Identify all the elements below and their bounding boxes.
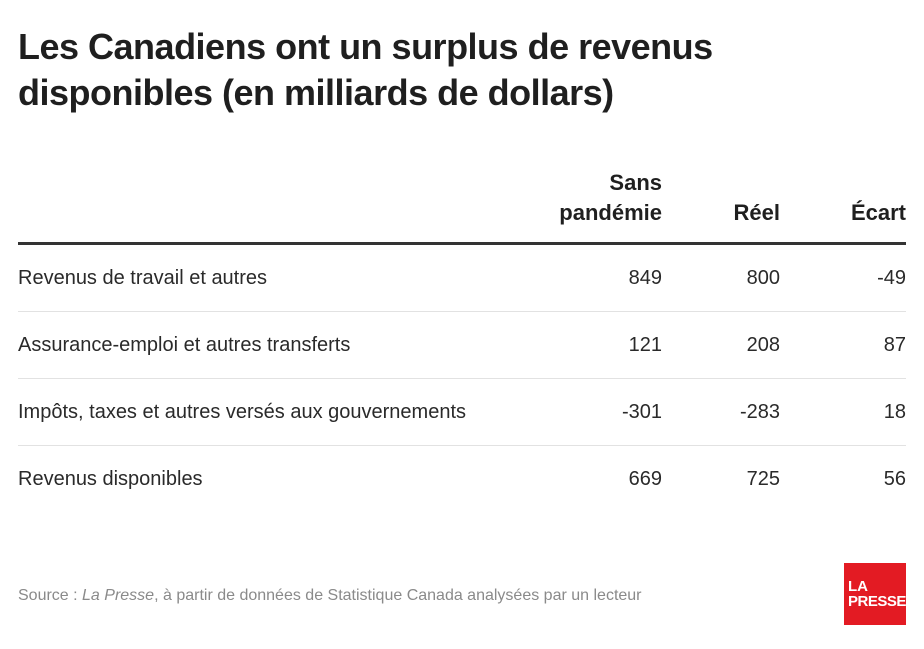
table-row: Revenus disponibles 669 725 56 — [18, 446, 906, 513]
row-value: 669 — [628, 467, 662, 490]
row-label: Revenus disponibles — [18, 467, 203, 490]
row-value: 800 — [662, 243, 780, 312]
source-suffix: , à partir de données de Statistique Can… — [154, 587, 642, 604]
row-value: 87 — [780, 311, 906, 379]
row-label: Revenus de travail et autres — [18, 243, 518, 312]
source-publication: La Presse — [82, 587, 155, 604]
source-note: Source : La Presse, à partir de données … — [18, 587, 642, 605]
row-value: -49 — [780, 243, 906, 312]
logo-line-2: PRESSE — [848, 593, 906, 610]
data-table: Sans pandémie Réel Écart Revenus de trav… — [18, 168, 906, 512]
column-header-ecart: Écart — [780, 168, 906, 245]
column-header-label — [18, 168, 518, 245]
logo-line-1: LA — [848, 578, 868, 595]
table-row: Assurance-emploi et autres transferts 121… — [18, 311, 906, 379]
column-header-reel: Réel — [662, 168, 780, 245]
source-prefix: Source : — [18, 587, 83, 604]
row-value: 208 — [662, 311, 780, 379]
column-header-sans-pandemie: Sans pandémie — [518, 168, 662, 245]
row-value: -301 — [518, 378, 662, 446]
row-value: 18 — [780, 378, 906, 446]
page-title: Les Canadiens ont un surplus de revenus … — [18, 26, 713, 113]
row-value: -283 — [662, 378, 780, 446]
table-row: Impôts, taxes et autres versés aux gouve… — [18, 378, 906, 446]
table-body: Revenus de travail et autres 849 800 -49 Ass… — [18, 243, 906, 513]
row-value: 56 — [883, 467, 906, 490]
table-header-row: Sans pandémie Réel Écart — [18, 168, 906, 245]
row-value: 121 — [518, 311, 662, 379]
table-row: Revenus de travail et autres 849 800 -49 — [18, 243, 906, 312]
row-label: Impôts, taxes et autres versés aux gouve… — [18, 378, 518, 446]
data-table-container: Sans pandémie Réel Écart Revenus de trav… — [18, 168, 906, 512]
row-label: Assurance-emploi et autres transferts — [18, 311, 518, 379]
row-value: 849 — [518, 243, 662, 312]
la-presse-logo: LA PRESSE — [844, 563, 906, 625]
row-value: 725 — [746, 467, 780, 490]
